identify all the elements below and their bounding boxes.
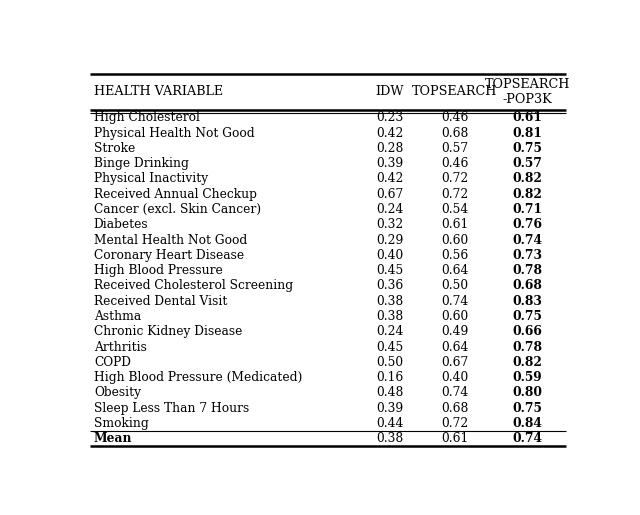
Text: 0.68: 0.68 bbox=[441, 127, 468, 140]
Text: 0.42: 0.42 bbox=[376, 127, 404, 140]
Text: 0.50: 0.50 bbox=[441, 280, 468, 293]
Text: 0.84: 0.84 bbox=[513, 417, 543, 430]
Text: Binge Drinking: Binge Drinking bbox=[94, 157, 189, 170]
Text: Smoking: Smoking bbox=[94, 417, 148, 430]
Text: 0.60: 0.60 bbox=[441, 234, 468, 247]
Text: High Cholesterol: High Cholesterol bbox=[94, 111, 200, 124]
Text: Coronary Heart Disease: Coronary Heart Disease bbox=[94, 249, 244, 262]
Text: 0.74: 0.74 bbox=[513, 234, 543, 247]
Text: 0.80: 0.80 bbox=[513, 386, 543, 400]
Text: Received Cholesterol Screening: Received Cholesterol Screening bbox=[94, 280, 293, 293]
Text: 0.68: 0.68 bbox=[441, 402, 468, 415]
Text: Chronic Kidney Disease: Chronic Kidney Disease bbox=[94, 325, 243, 338]
Text: 0.64: 0.64 bbox=[441, 264, 468, 277]
Text: 0.57: 0.57 bbox=[441, 142, 468, 155]
Text: 0.72: 0.72 bbox=[441, 417, 468, 430]
Text: 0.82: 0.82 bbox=[513, 173, 543, 185]
Text: Mean: Mean bbox=[94, 432, 132, 445]
Text: 0.59: 0.59 bbox=[513, 371, 543, 384]
Text: 0.54: 0.54 bbox=[441, 203, 468, 216]
Text: Physical Health Not Good: Physical Health Not Good bbox=[94, 127, 255, 140]
Text: 0.82: 0.82 bbox=[513, 188, 543, 201]
Text: 0.61: 0.61 bbox=[441, 218, 468, 231]
Text: IDW: IDW bbox=[376, 85, 404, 98]
Text: 0.67: 0.67 bbox=[441, 356, 468, 369]
Text: 0.66: 0.66 bbox=[513, 325, 543, 338]
Text: 0.23: 0.23 bbox=[376, 111, 404, 124]
Text: 0.29: 0.29 bbox=[376, 234, 404, 247]
Text: 0.48: 0.48 bbox=[376, 386, 404, 400]
Text: 0.24: 0.24 bbox=[376, 203, 404, 216]
Text: 0.78: 0.78 bbox=[513, 264, 543, 277]
Text: 0.67: 0.67 bbox=[376, 188, 404, 201]
Text: 0.82: 0.82 bbox=[513, 356, 543, 369]
Text: 0.45: 0.45 bbox=[376, 264, 404, 277]
Text: 0.83: 0.83 bbox=[513, 295, 543, 308]
Text: Physical Inactivity: Physical Inactivity bbox=[94, 173, 208, 185]
Text: 0.38: 0.38 bbox=[376, 310, 404, 323]
Text: 0.61: 0.61 bbox=[513, 111, 543, 124]
Text: 0.72: 0.72 bbox=[441, 188, 468, 201]
Text: 0.68: 0.68 bbox=[513, 280, 543, 293]
Text: HEALTH VARIABLE: HEALTH VARIABLE bbox=[94, 85, 223, 98]
Text: 0.75: 0.75 bbox=[513, 310, 543, 323]
Text: 0.56: 0.56 bbox=[441, 249, 468, 262]
Text: 0.64: 0.64 bbox=[441, 340, 468, 354]
Text: 0.39: 0.39 bbox=[376, 402, 404, 415]
Text: Diabetes: Diabetes bbox=[94, 218, 148, 231]
Text: High Blood Pressure (Medicated): High Blood Pressure (Medicated) bbox=[94, 371, 302, 384]
Text: Received Dental Visit: Received Dental Visit bbox=[94, 295, 227, 308]
Text: Sleep Less Than 7 Hours: Sleep Less Than 7 Hours bbox=[94, 402, 249, 415]
Text: 0.38: 0.38 bbox=[376, 432, 404, 445]
Text: Asthma: Asthma bbox=[94, 310, 141, 323]
Text: 0.24: 0.24 bbox=[376, 325, 404, 338]
Text: 0.75: 0.75 bbox=[513, 142, 543, 155]
Text: Arthritis: Arthritis bbox=[94, 340, 147, 354]
Text: 0.76: 0.76 bbox=[513, 218, 543, 231]
Text: -POP3K: -POP3K bbox=[503, 93, 552, 106]
Text: 0.74: 0.74 bbox=[441, 295, 468, 308]
Text: 0.39: 0.39 bbox=[376, 157, 404, 170]
Text: 0.74: 0.74 bbox=[513, 432, 543, 445]
Text: Obesity: Obesity bbox=[94, 386, 141, 400]
Text: 0.74: 0.74 bbox=[441, 386, 468, 400]
Text: 0.72: 0.72 bbox=[441, 173, 468, 185]
Text: 0.28: 0.28 bbox=[376, 142, 404, 155]
Text: 0.46: 0.46 bbox=[441, 157, 468, 170]
Text: 0.44: 0.44 bbox=[376, 417, 404, 430]
Text: TOPSEARCH: TOPSEARCH bbox=[412, 85, 497, 98]
Text: 0.73: 0.73 bbox=[513, 249, 543, 262]
Text: 0.16: 0.16 bbox=[376, 371, 404, 384]
Text: 0.46: 0.46 bbox=[441, 111, 468, 124]
Text: 0.38: 0.38 bbox=[376, 295, 404, 308]
Text: 0.32: 0.32 bbox=[376, 218, 404, 231]
Text: 0.45: 0.45 bbox=[376, 340, 404, 354]
Text: 0.36: 0.36 bbox=[376, 280, 404, 293]
Text: Stroke: Stroke bbox=[94, 142, 135, 155]
Text: 0.81: 0.81 bbox=[513, 127, 543, 140]
Text: TOPSEARCH: TOPSEARCH bbox=[485, 77, 570, 91]
Text: Cancer (excl. Skin Cancer): Cancer (excl. Skin Cancer) bbox=[94, 203, 261, 216]
Text: 0.78: 0.78 bbox=[513, 340, 543, 354]
Text: Mental Health Not Good: Mental Health Not Good bbox=[94, 234, 247, 247]
Text: 0.61: 0.61 bbox=[441, 432, 468, 445]
Text: 0.60: 0.60 bbox=[441, 310, 468, 323]
Text: 0.50: 0.50 bbox=[376, 356, 404, 369]
Text: 0.49: 0.49 bbox=[441, 325, 468, 338]
Text: High Blood Pressure: High Blood Pressure bbox=[94, 264, 223, 277]
Text: 0.71: 0.71 bbox=[513, 203, 543, 216]
Text: 0.75: 0.75 bbox=[513, 402, 543, 415]
Text: 0.57: 0.57 bbox=[513, 157, 543, 170]
Text: Received Annual Checkup: Received Annual Checkup bbox=[94, 188, 257, 201]
Text: COPD: COPD bbox=[94, 356, 131, 369]
Text: 0.40: 0.40 bbox=[441, 371, 468, 384]
Text: 0.42: 0.42 bbox=[376, 173, 404, 185]
Text: 0.40: 0.40 bbox=[376, 249, 404, 262]
